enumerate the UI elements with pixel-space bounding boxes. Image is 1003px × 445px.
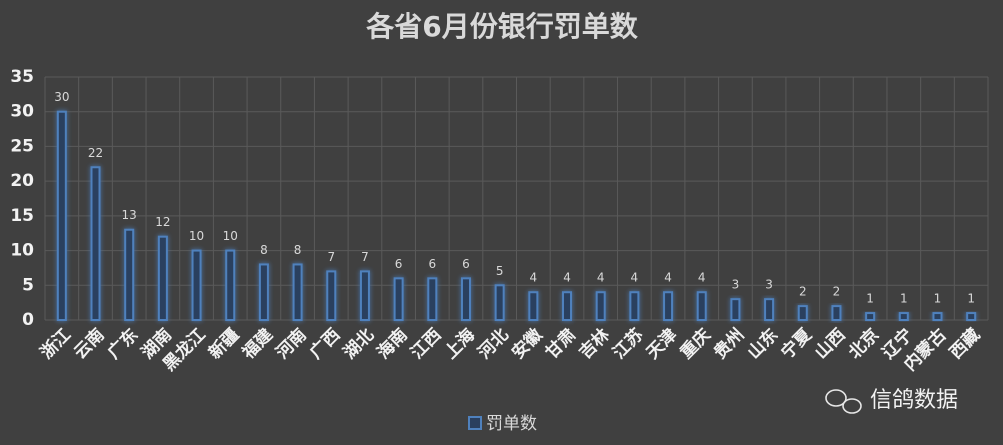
- bar: [595, 291, 606, 322]
- data-label: 13: [122, 208, 137, 222]
- bar: [225, 249, 236, 321]
- bar: [124, 228, 135, 321]
- data-label: 6: [462, 257, 470, 271]
- bar: [831, 305, 842, 322]
- data-label: 7: [327, 250, 335, 264]
- y-tick-label: 15: [10, 206, 34, 226]
- data-label: 5: [496, 264, 504, 278]
- bar: [494, 284, 505, 321]
- data-label: 12: [155, 215, 170, 229]
- data-label: 8: [294, 243, 302, 257]
- watermark-icon: [825, 389, 847, 407]
- data-label: 3: [765, 278, 773, 292]
- data-label: 4: [563, 271, 571, 285]
- bar: [562, 291, 573, 322]
- data-label: 1: [900, 292, 908, 306]
- data-label: 2: [799, 285, 807, 299]
- watermark: 信鸽数据: [825, 388, 958, 414]
- bar: [393, 277, 404, 322]
- bar: [629, 291, 640, 322]
- data-label: 10: [223, 229, 238, 243]
- watermark-text: 信鸽数据: [870, 388, 958, 413]
- y-tick-label: 30: [10, 102, 34, 122]
- bar: [932, 312, 943, 321]
- data-label: 8: [260, 243, 268, 257]
- bar: [56, 110, 67, 322]
- bar: [528, 291, 539, 322]
- data-label: 4: [597, 271, 605, 285]
- data-label: 1: [934, 292, 942, 306]
- bar: [258, 263, 269, 322]
- bar: [663, 291, 674, 322]
- bar: [460, 277, 471, 322]
- data-label: 30: [54, 90, 69, 104]
- y-tick-label: 20: [10, 171, 34, 191]
- bar: [865, 312, 876, 321]
- chart-title: 各省6月份银行罚单数: [365, 10, 638, 43]
- bar: [966, 312, 977, 321]
- bar: [292, 263, 303, 322]
- data-label: 4: [631, 271, 639, 285]
- data-label: 6: [428, 257, 436, 271]
- data-label: 4: [664, 271, 672, 285]
- y-tick-label: 10: [10, 241, 34, 261]
- data-label: 7: [361, 250, 369, 264]
- bar: [427, 277, 438, 322]
- data-label: 1: [967, 292, 975, 306]
- legend-swatch: [468, 416, 482, 430]
- data-label: 2: [833, 285, 841, 299]
- bar: [326, 270, 337, 321]
- legend-label: 罚单数: [486, 414, 537, 434]
- y-tick-label: 25: [10, 136, 34, 156]
- bar: [696, 291, 707, 322]
- watermark-icon: [842, 398, 862, 414]
- bar: [764, 298, 775, 321]
- data-label: 3: [732, 278, 740, 292]
- y-tick-label: 5: [22, 275, 34, 295]
- bar: [359, 270, 370, 321]
- y-tick-label: 0: [22, 310, 34, 330]
- y-tick-label: 35: [10, 67, 34, 87]
- data-label: 10: [189, 229, 204, 243]
- bar: [157, 235, 168, 321]
- bar: [90, 166, 101, 321]
- data-label: 6: [395, 257, 403, 271]
- bar: [898, 312, 909, 321]
- bar: [730, 298, 741, 321]
- bar: [191, 249, 202, 321]
- data-label: 4: [698, 271, 706, 285]
- data-label: 22: [88, 146, 103, 160]
- data-label: 1: [866, 292, 874, 306]
- bar: [797, 305, 808, 322]
- data-label: 4: [530, 271, 538, 285]
